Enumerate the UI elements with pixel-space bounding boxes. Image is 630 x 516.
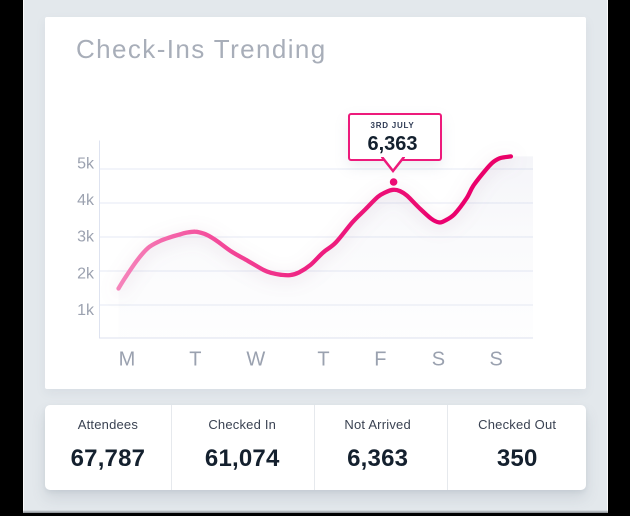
svg-text:S: S: [432, 348, 445, 370]
svg-text:5k: 5k: [77, 155, 95, 172]
svg-text:S: S: [490, 348, 503, 370]
svg-text:4k: 4k: [77, 192, 95, 209]
svg-text:W: W: [246, 348, 265, 370]
svg-text:T: T: [189, 348, 201, 370]
svg-text:1k: 1k: [77, 301, 95, 318]
svg-text:M: M: [119, 348, 136, 370]
svg-text:3k: 3k: [77, 228, 95, 245]
svg-text:T: T: [317, 348, 329, 370]
svg-text:2k: 2k: [77, 265, 95, 282]
svg-text:F: F: [374, 348, 386, 370]
